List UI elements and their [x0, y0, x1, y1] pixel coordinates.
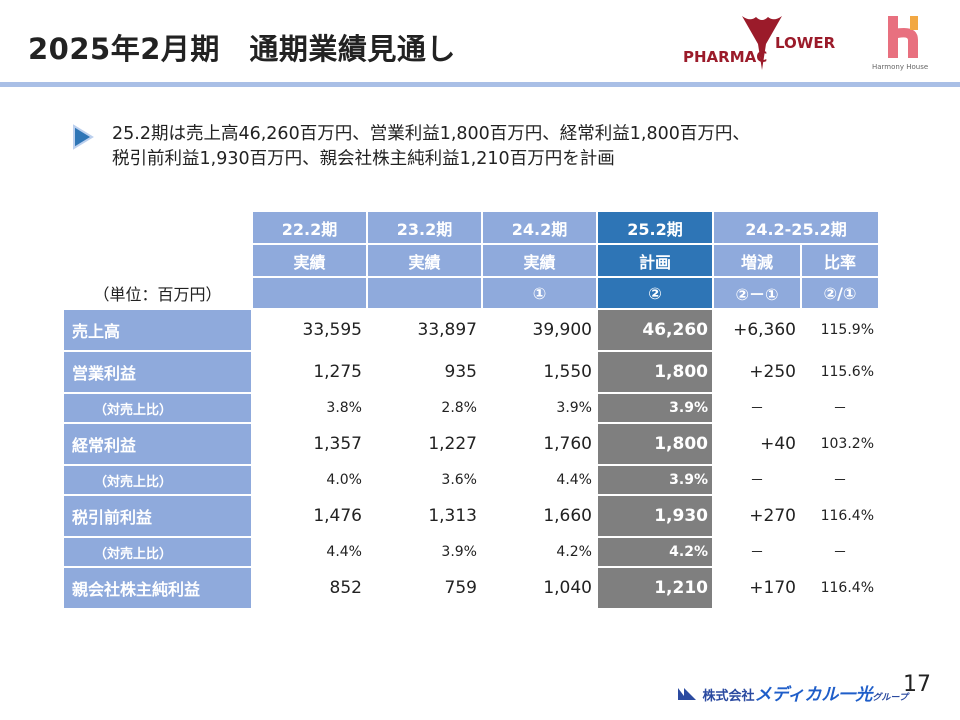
cell-value: 1,760: [543, 434, 592, 454]
row-label: 売上高: [64, 310, 251, 350]
row-label: （対売上比）: [64, 538, 251, 566]
cell-value: 116.4%: [820, 580, 874, 596]
cell-value: 115.6%: [820, 364, 874, 380]
cell-value: 935: [444, 362, 477, 382]
cell-value: －: [833, 401, 847, 417]
row-label: （対売上比）: [64, 466, 251, 494]
cell-value: 3.9%: [598, 466, 712, 494]
header-formula: ②/①: [802, 278, 878, 308]
header-change: 増減: [714, 245, 800, 276]
pharmacflower-logo: PHARMAC LOWER: [680, 14, 840, 72]
cell-value: －: [750, 473, 764, 489]
unit-label: （単位：百万円）: [93, 285, 222, 304]
table-row: 営業利益 1,275 935 1,550 1,800 +250 115.6%: [64, 352, 878, 392]
row-label: 営業利益: [64, 352, 251, 392]
cell-value: －: [750, 545, 764, 561]
cell-value: －: [833, 545, 847, 561]
table-row: （対売上比） 4.4% 3.9% 4.2% 4.2% － －: [64, 538, 878, 566]
cell-value: +270: [749, 506, 796, 526]
header-24-2: 24.2期: [483, 212, 596, 243]
cell-value: 39,900: [532, 320, 592, 340]
row-label: 親会社株主純利益: [64, 568, 251, 608]
cell-value: 1,476: [313, 506, 362, 526]
summary-text: 25.2期は売上高46,260百万円、営業利益1,800百万円、経常利益1,80…: [112, 124, 750, 169]
header-22-2: 22.2期: [253, 212, 366, 243]
table-row: （対売上比） 4.0% 3.6% 4.4% 3.9% － －: [64, 466, 878, 494]
cell-value: 1,275: [313, 362, 362, 382]
row-label: 経常利益: [64, 424, 251, 464]
bullet-arrow-icon: [73, 124, 94, 150]
cell-value: 1,210: [598, 568, 712, 608]
cell-value: 33,897: [417, 320, 477, 340]
cell-value: 1,313: [428, 506, 477, 526]
row-label: （対売上比）: [64, 394, 251, 422]
cell-value: 1,040: [543, 578, 592, 598]
cell-value: 1,357: [313, 434, 362, 454]
cell-value: 1,800: [598, 424, 712, 464]
cell-value: 4.4%: [556, 472, 592, 488]
table-row: 親会社株主純利益 852 759 1,040 1,210 +170 116.4%: [64, 568, 878, 608]
header-actual: 実績: [368, 245, 481, 276]
cell-value: 1,800: [598, 352, 712, 392]
header-formula: ②－①: [714, 278, 800, 308]
cell-value: 3.9%: [441, 544, 477, 560]
header-25-2: 25.2期: [598, 212, 712, 243]
table-row: 売上高 33,595 33,897 39,900 46,260 +6,360 115.9%: [64, 310, 878, 350]
header-plan: 計画: [598, 245, 712, 276]
table-row: 税引前利益 1,476 1,313 1,660 1,930 +270 116.4%: [64, 496, 878, 536]
table-row: （対売上比） 3.8% 2.8% 3.9% 3.9% － －: [64, 394, 878, 422]
header-change-period: 24.2-25.2期: [714, 212, 878, 243]
cell-value: 103.2%: [820, 436, 874, 452]
cell-value: 1,930: [598, 496, 712, 536]
harmony-house-logo: Harmony House: [870, 14, 950, 74]
cell-value: 1,660: [543, 506, 592, 526]
cell-value: 3.8%: [326, 400, 362, 416]
cell-value: +250: [749, 362, 796, 382]
cell-value: 759: [444, 578, 477, 598]
cell-value: 115.9%: [820, 322, 874, 338]
cell-value: 3.9%: [598, 394, 712, 422]
cell-value: －: [750, 401, 764, 417]
page-number: 17: [903, 672, 931, 697]
header-divider: [0, 82, 960, 87]
cell-value: 4.2%: [556, 544, 592, 560]
header-23-2: 23.2期: [368, 212, 481, 243]
cell-value: 33,595: [302, 320, 362, 340]
cell-value: －: [833, 473, 847, 489]
cell-value: 4.4%: [326, 544, 362, 560]
header-marker: ①: [483, 278, 596, 308]
header-actual: 実績: [253, 245, 366, 276]
cell-value: 4.0%: [326, 472, 362, 488]
cell-value: 3.6%: [441, 472, 477, 488]
h-logo-icon: [888, 16, 918, 58]
cell-value: 4.2%: [598, 538, 712, 566]
cell-value: 2.8%: [441, 400, 477, 416]
cell-value: 46,260: [598, 310, 712, 350]
page-title: 2025年2月期 通期業績見通し: [28, 32, 456, 66]
cell-value: 1,550: [543, 362, 592, 382]
header-ratio: 比率: [802, 245, 878, 276]
footer-logo-icon: [678, 688, 696, 700]
header-actual: 実績: [483, 245, 596, 276]
table-row: 経常利益 1,357 1,227 1,760 1,800 +40 103.2%: [64, 424, 878, 464]
cell-value: 1,227: [428, 434, 477, 454]
footer-logo: 株式会社メディカル一光グループ: [678, 680, 908, 705]
cell-value: +170: [749, 578, 796, 598]
cell-value: +6,360: [733, 320, 796, 340]
cell-value: 3.9%: [556, 400, 592, 416]
cell-value: 852: [329, 578, 362, 598]
row-label: 税引前利益: [64, 496, 251, 536]
forecast-table: 22.2期 23.2期 24.2期 25.2期 24.2-25.2期 実績 実績…: [62, 210, 880, 610]
header-marker: ②: [598, 278, 712, 308]
cell-value: 116.4%: [820, 508, 874, 524]
flower-icon: [742, 16, 782, 70]
cell-value: +40: [760, 434, 796, 454]
